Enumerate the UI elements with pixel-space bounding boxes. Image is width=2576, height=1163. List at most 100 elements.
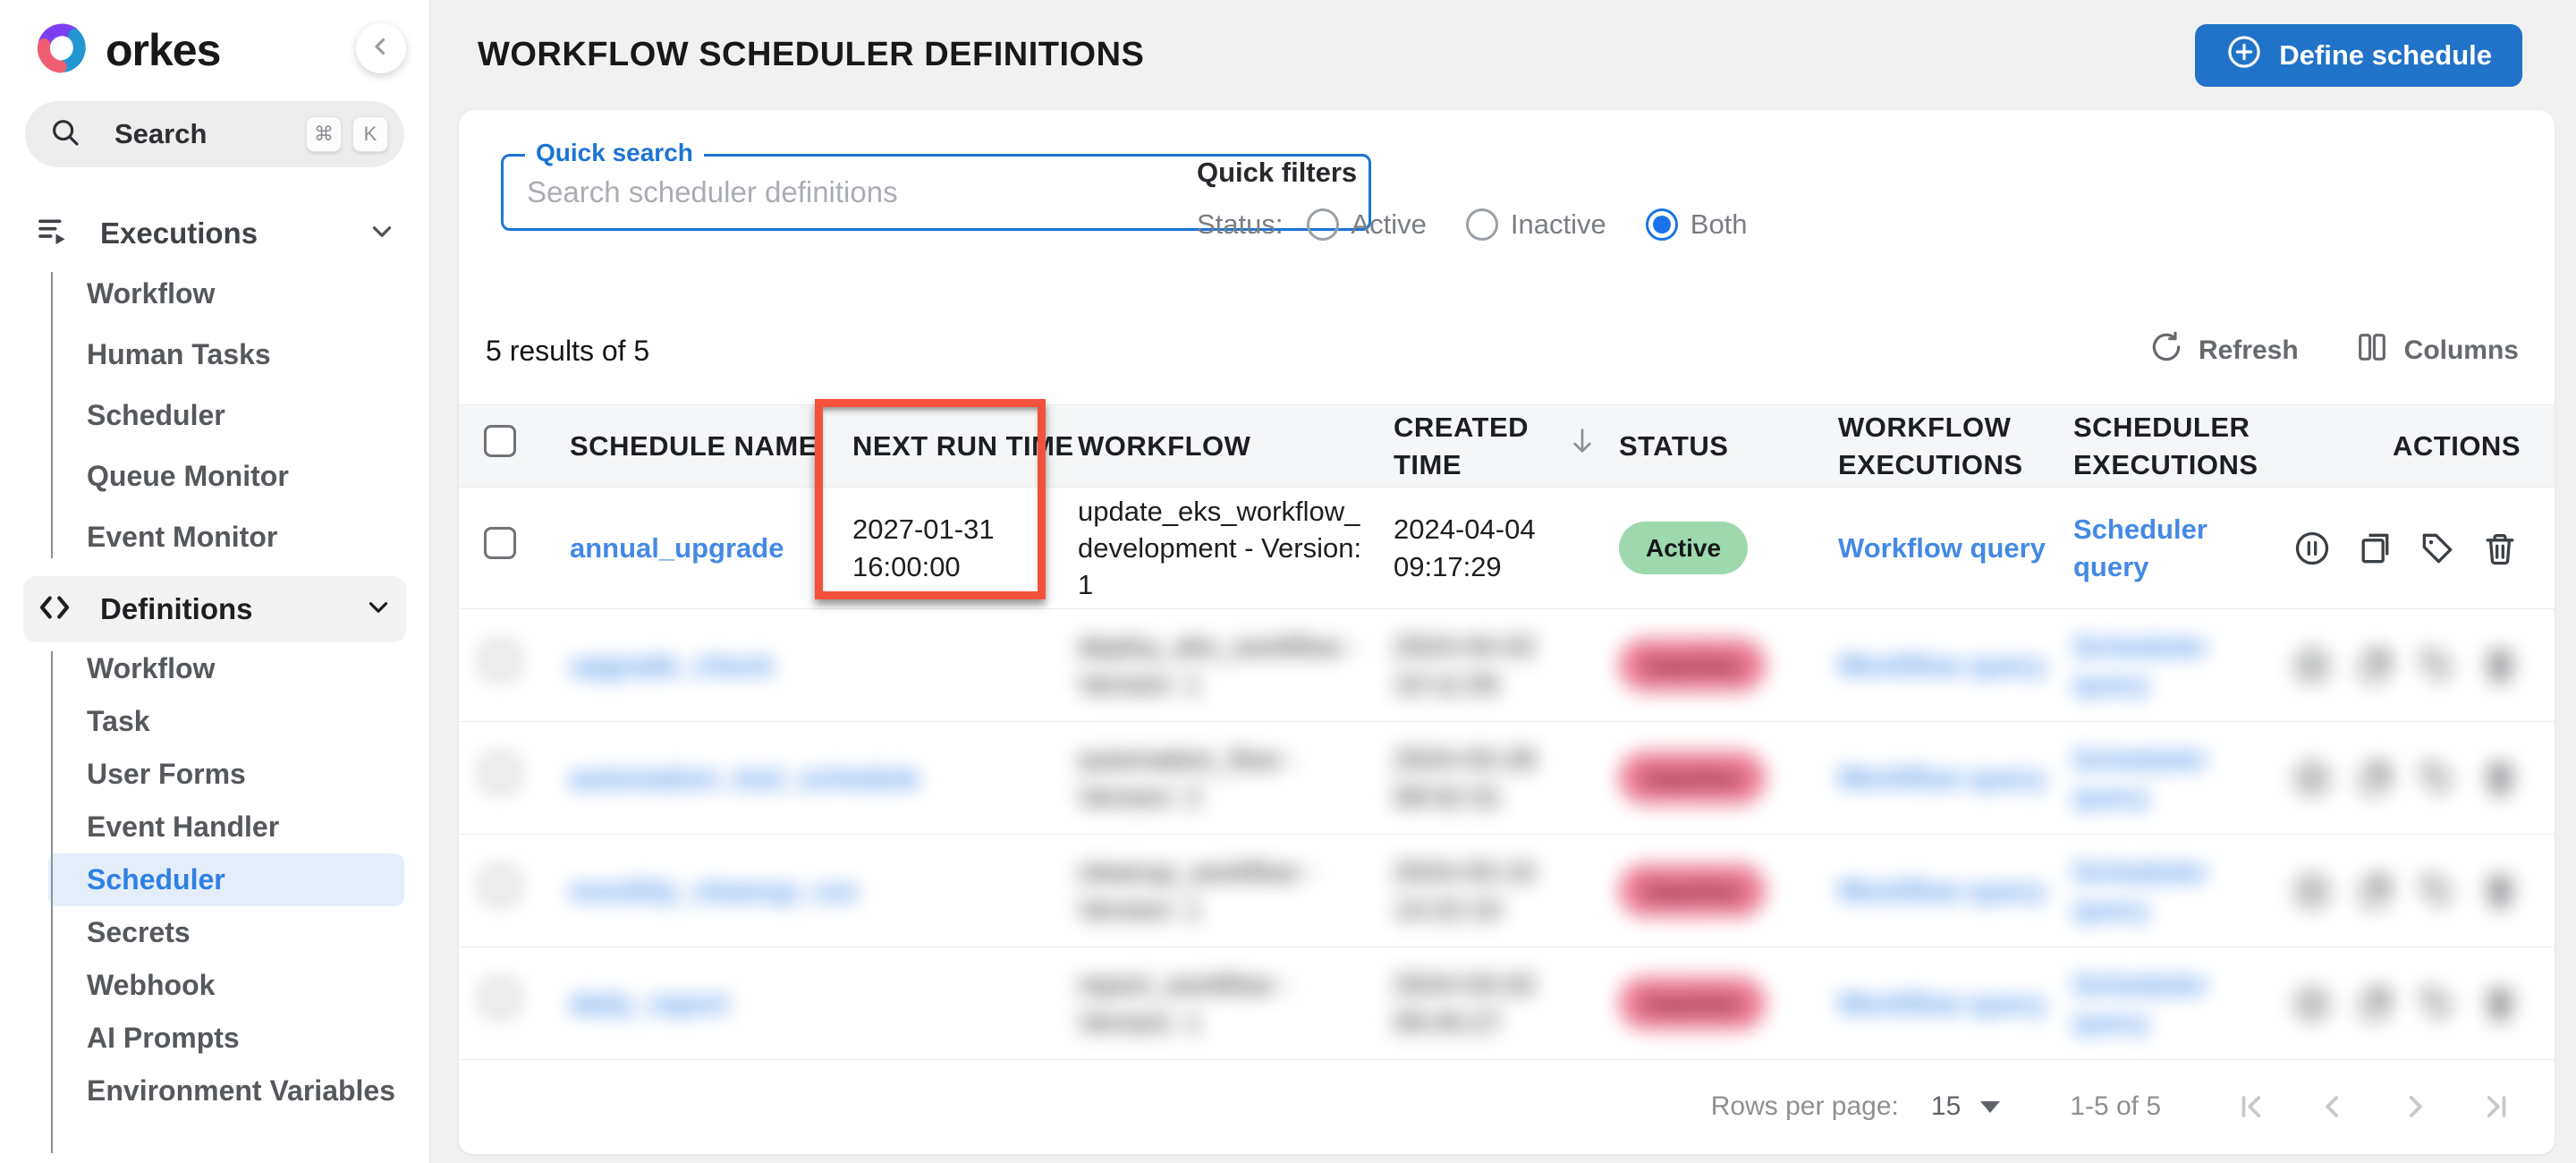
refresh-button[interactable]: Refresh [2148,329,2299,372]
scheduler-query-link[interactable]: Scheduler query [2073,856,2207,925]
scheduler-query-link[interactable]: Scheduler query [2073,631,2207,700]
definitions-subnav: Workflow Task User Forms Event Handler S… [0,642,429,1153]
copy-button[interactable] [2354,645,2395,686]
status-filter-label: Status: [1197,208,1284,240]
status-radio-both[interactable]: Both [1645,208,1748,241]
delete-button[interactable] [2479,983,2521,1024]
resume-button[interactable] [2292,870,2333,912]
header-status[interactable]: STATUS [1619,429,1729,462]
sidebar-collapse-button[interactable] [356,23,406,73]
sidebar-item-human-tasks[interactable]: Human Tasks [87,337,271,370]
quick-search-input[interactable] [504,157,1368,228]
sidebar-search[interactable]: Search ⌘ K [25,101,404,167]
resume-button[interactable] [2292,983,2333,1024]
schedule-name-link[interactable]: automation_test_schedule [570,761,920,794]
schedule-name-link[interactable]: monthly_cleanup_run [570,874,859,906]
delete-button[interactable] [2479,870,2521,912]
refresh-icon [2148,329,2184,372]
executions-subnav: Workflow Human Tasks Scheduler Queue Mon… [0,263,429,567]
row-checkbox[interactable] [484,757,516,790]
tag-button[interactable] [2417,758,2458,799]
pagination: Rows per page: 15 1-5 of 5 [459,1064,2515,1150]
tag-button[interactable] [2417,870,2458,912]
header-schedule-name[interactable]: SCHEDULE NAME [570,429,818,462]
header-next-run-time[interactable]: NEXT RUN TIME [852,429,1074,462]
rows-per-page-label: Rows per page: [1710,1091,1899,1121]
copy-button[interactable] [2354,983,2395,1024]
sidebar-nav: Executions Workflow Human Tasks Schedule… [0,204,429,1153]
sidebar-item-ai-prompts[interactable]: AI Prompts [87,1022,240,1054]
sidebar-item-definitions-workflow[interactable]: Workflow [87,652,216,684]
resume-button[interactable] [2292,758,2333,799]
row-checkbox[interactable] [484,644,516,677]
delete-button[interactable] [2479,758,2521,799]
row-checkbox[interactable] [484,870,516,903]
sidebar-item-task[interactable]: Task [87,705,150,737]
define-schedule-label: Define schedule [2279,38,2492,71]
workflow-query-link[interactable]: Workflow query [1838,761,2046,794]
sidebar-item-secrets[interactable]: Secrets [87,916,191,948]
chevron-left-icon [368,33,394,64]
workflow-query-link[interactable]: Workflow query [1838,649,2046,681]
header-scheduler-executions[interactable]: SCHEDULER EXECUTIONS [2073,412,2258,480]
columns-button[interactable]: Columns [2354,329,2519,372]
sidebar-item-event-handler[interactable]: Event Handler [87,811,280,843]
workflow-query-link[interactable]: Workflow query [1838,531,2046,564]
row-checkbox[interactable] [484,527,516,560]
status-radio-active[interactable]: Active [1306,208,1427,241]
copy-button[interactable] [2354,870,2395,912]
header-workflow[interactable]: WORKFLOW [1078,429,1251,462]
results-count: 5 results of 5 [486,334,650,367]
cmd-keycap: ⌘ [306,116,342,152]
schedule-name-link[interactable]: daily_report [570,987,729,1019]
pause-button[interactable] [2292,528,2333,569]
sidebar-item-executions-scheduler[interactable]: Scheduler [87,398,225,431]
header-workflow-executions[interactable]: WORKFLOW EXECUTIONS [1838,412,2023,480]
sidebar-section-definitions[interactable]: Definitions [23,576,406,642]
table-header-row: SCHEDULE NAME NEXT RUN TIME WORKFLOW CRE… [459,404,2555,488]
sidebar-item-event-monitor[interactable]: Event Monitor [87,520,278,553]
row-checkbox[interactable] [484,982,516,1015]
select-all-checkbox[interactable] [484,425,516,458]
first-page-button[interactable] [2233,1089,2268,1125]
status-radio-inactive[interactable]: Inactive [1465,208,1606,241]
table-row-redacted: automation_test_schedule automation_flow… [459,722,2555,835]
scheduler-query-link[interactable]: Scheduler query [2073,969,2207,1038]
workflow-query-link[interactable]: Workflow query [1838,874,2046,906]
scheduler-query-link[interactable]: Scheduler query [2073,514,2207,582]
sidebar-section-executions[interactable]: Executions [0,204,429,263]
delete-button[interactable] [2479,645,2521,686]
columns-icon [2354,329,2390,372]
table-row-redacted: monthly_cleanup_run cleanup_workflow - V… [459,835,2555,947]
sidebar-item-user-forms[interactable]: User Forms [87,758,246,790]
resume-button[interactable] [2292,645,2333,686]
define-schedule-button[interactable]: Define schedule [2195,23,2522,87]
delete-button[interactable] [2479,528,2521,569]
scheduler-query-link[interactable]: Scheduler query [2073,743,2207,812]
status-badge: Inactive [1619,638,1767,692]
last-page-button[interactable] [2479,1089,2515,1125]
workflow-query-link[interactable]: Workflow query [1838,987,2046,1019]
header-created-time[interactable]: CREATED TIME [1394,409,1619,482]
schedule-name-link[interactable]: upgrade_check [570,649,774,681]
search-icon [48,115,82,154]
sidebar-item-queue-monitor[interactable]: Queue Monitor [87,459,289,492]
sidebar-item-executions-workflow[interactable]: Workflow [87,276,216,310]
executions-icon [36,214,72,254]
next-page-button[interactable] [2397,1089,2433,1125]
copy-button[interactable] [2354,758,2395,799]
tag-button[interactable] [2417,983,2458,1024]
copy-button[interactable] [2354,528,2395,569]
table-row-redacted: upgrade_check deploy_eks_workflow - Vers… [459,609,2555,722]
previous-page-button[interactable] [2315,1089,2351,1125]
tag-button[interactable] [2417,645,2458,686]
tag-button[interactable] [2417,528,2458,569]
rows-per-page-dropdown-icon[interactable] [1980,1100,2001,1113]
sidebar-item-environment-variables[interactable]: Environment Variables [87,1074,396,1107]
sidebar: orkes Search ⌘ K Executions [0,0,430,1163]
schedule-name-link[interactable]: annual_upgrade [570,531,784,564]
rows-per-page-value[interactable]: 15 [1930,1091,1962,1121]
sidebar-item-definitions-scheduler[interactable]: Scheduler [48,853,404,906]
sidebar-item-webhook[interactable]: Webhook [87,969,216,1001]
sort-descending-icon[interactable] [1564,423,1600,468]
